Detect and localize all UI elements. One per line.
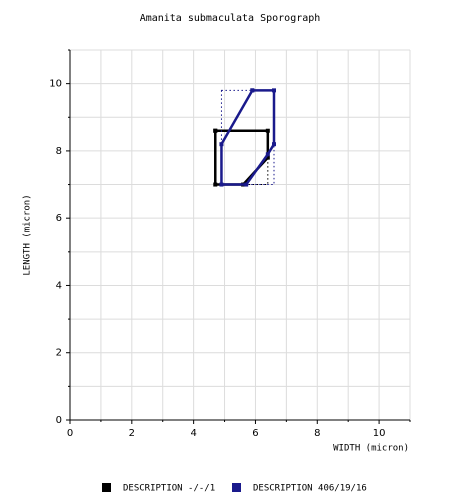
vertex-marker: [213, 182, 218, 187]
y-tick-label: 4: [56, 280, 62, 291]
y-tick-label: 2: [56, 348, 62, 359]
sporograph-line: [220, 89, 276, 186]
vertex-marker: [272, 88, 276, 93]
legend-swatch: [102, 483, 111, 492]
y-tick-label: 0: [56, 415, 62, 426]
vertex-marker: [213, 128, 218, 133]
legend-swatch: [232, 483, 241, 492]
x-tick-label: 10: [373, 428, 386, 439]
vertex-marker: [272, 142, 276, 147]
vertex-marker: [219, 142, 224, 147]
y-tick-label: 6: [56, 213, 62, 224]
bounding-box: [220, 89, 275, 186]
vertex-marker: [250, 88, 255, 93]
x-tick-label: 8: [314, 428, 320, 439]
vertex-marker: [244, 182, 249, 187]
y-tick-label: 10: [49, 79, 62, 90]
y-axis-label: LENGTH (micron): [23, 194, 33, 275]
x-tick-label: 6: [252, 428, 258, 439]
vertex-marker: [219, 182, 224, 187]
vertex-marker: [265, 128, 270, 133]
legend-label: DESCRIPTION 406/19/16: [253, 484, 367, 494]
legend-label: DESCRIPTION -/-/1: [123, 484, 215, 494]
y-tick-label: 8: [56, 146, 62, 157]
x-tick-label: 4: [190, 428, 196, 439]
x-axis-label: WIDTH (micron): [333, 444, 409, 454]
chart-title: Amanita submaculata Sporograph: [140, 13, 321, 24]
vertex-marker: [265, 152, 270, 157]
vertex-marker: [265, 155, 270, 160]
x-tick-label: 0: [67, 428, 73, 439]
x-tick-label: 2: [129, 428, 135, 439]
